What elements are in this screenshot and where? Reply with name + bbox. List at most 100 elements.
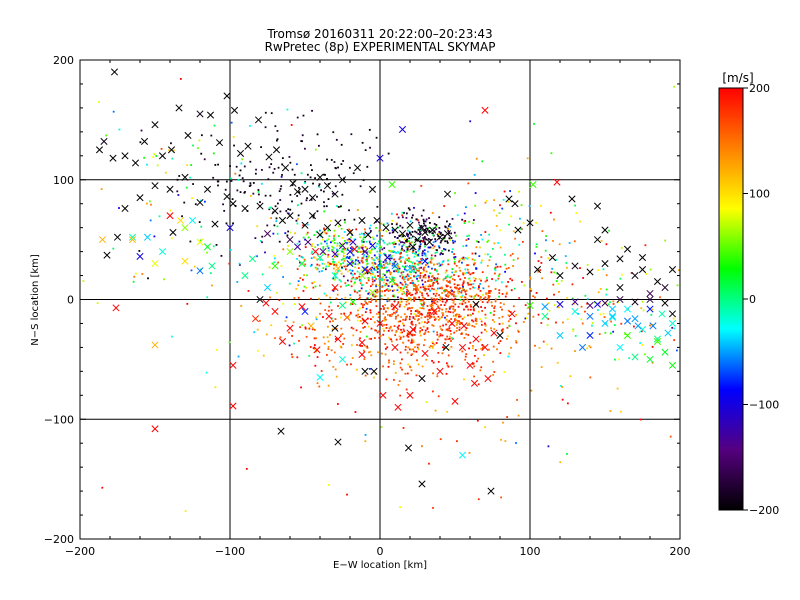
scatter-point-dot — [448, 348, 451, 351]
scatter-point-dot — [356, 291, 359, 294]
scatter-point-dot — [620, 410, 622, 413]
scatter-point-dot — [444, 288, 446, 291]
scatter-point-dot — [406, 247, 409, 250]
scatter-point-dot — [322, 190, 325, 193]
scatter-point-dot — [327, 253, 330, 256]
scatter-point-dot — [275, 139, 278, 142]
scatter-point-x — [289, 179, 297, 187]
scatter-point-dot — [505, 267, 508, 270]
scatter-point-dot — [98, 101, 100, 103]
scatter-point-dot — [640, 330, 643, 333]
scatter-point-dot — [479, 290, 482, 292]
scatter-point-dot — [382, 327, 385, 330]
scatter-point-dot — [153, 153, 156, 156]
scatter-point-dot — [402, 341, 405, 344]
scatter-point-dot — [493, 242, 496, 245]
scatter-point-dot — [148, 200, 151, 203]
scatter-point-dot — [493, 310, 496, 313]
scatter-point-dot — [382, 333, 385, 336]
scatter-point-dot — [452, 301, 455, 304]
scatter-point-dot — [415, 231, 418, 234]
scatter-point-dot — [402, 249, 404, 251]
scatter-point-dot — [673, 85, 676, 88]
scatter-point-dot — [460, 333, 463, 335]
scatter-point-dot — [391, 228, 394, 230]
scatter-point-dot — [346, 363, 348, 366]
colorbar-tick-label: −100 — [749, 399, 779, 412]
scatter-point-dot — [387, 329, 390, 332]
scatter-point-dot — [420, 321, 423, 324]
scatter-point-x — [406, 391, 414, 399]
scatter-point-dot — [473, 325, 476, 328]
scatter-point-dot — [437, 315, 440, 318]
scatter-point-dot — [389, 250, 392, 252]
scatter-point-dot — [556, 272, 559, 275]
scatter-point-dot — [448, 223, 451, 226]
scatter-point-dot — [434, 254, 437, 257]
scatter-point-x — [343, 313, 351, 322]
scatter-point-dot — [333, 235, 336, 237]
scatter-point-dot — [356, 319, 359, 322]
scatter-point-dot — [330, 248, 333, 251]
scatter-point-dot — [453, 260, 456, 263]
scatter-point-dot — [454, 271, 456, 274]
scatter-point-dot — [454, 256, 457, 258]
scatter-point-dot — [429, 315, 432, 318]
scatter-point-dot — [217, 180, 220, 183]
scatter-point-dot — [463, 316, 466, 319]
scatter-point-x — [262, 299, 270, 307]
scatter-point-dot — [620, 273, 623, 276]
scatter-point-dot — [550, 271, 553, 274]
scatter-point-x — [586, 268, 594, 276]
scatter-point-dot — [432, 308, 434, 311]
y-tick-label: −100 — [44, 413, 74, 426]
scatter-point-x — [608, 312, 617, 320]
scatter-point-dot — [489, 311, 492, 314]
scatter-point-dot — [418, 252, 421, 255]
scatter-point-dot — [628, 357, 631, 360]
scatter-point-dot — [410, 241, 413, 244]
scatter-point-dot — [274, 205, 277, 208]
scatter-point-dot — [492, 345, 495, 348]
scatter-point-x — [649, 322, 657, 330]
scatter-point-dot — [340, 280, 342, 283]
scatter-point-dot — [568, 242, 571, 244]
scatter-point-dot — [478, 255, 481, 258]
scatter-point-dot — [359, 296, 361, 299]
scatter-point-dot — [408, 302, 410, 305]
scatter-point-dot — [331, 262, 334, 265]
scatter-point-dot — [326, 245, 329, 248]
scatter-point-dot — [322, 247, 325, 250]
scatter-point-dot — [391, 285, 393, 288]
scatter-point-dot — [432, 257, 435, 260]
scatter-point-dot — [608, 229, 611, 232]
scatter-point-dot — [477, 241, 480, 243]
scatter-point-dot — [589, 346, 592, 349]
scatter-point-dot — [282, 248, 285, 251]
scatter-point-dot — [311, 328, 314, 331]
scatter-point-x — [443, 190, 452, 198]
scatter-point-dot — [341, 298, 343, 300]
scatter-point-dot — [432, 293, 435, 295]
scatter-point-dot — [399, 366, 402, 369]
scatter-point-dot — [372, 376, 375, 379]
scatter-point-dot — [474, 192, 477, 194]
scatter-point-dot — [462, 245, 465, 248]
scatter-point-x — [623, 331, 632, 339]
scatter-point-dot — [358, 250, 361, 253]
scatter-point-dot — [565, 262, 568, 264]
scatter-point-dot — [421, 365, 424, 368]
scatter-point-x — [593, 300, 602, 308]
scatter-point-dot — [409, 291, 411, 294]
scatter-point-dot — [494, 300, 497, 303]
scatter-point-dot — [401, 214, 404, 217]
scatter-point-dot — [446, 314, 449, 317]
scatter-point-dot — [316, 258, 319, 261]
scatter-point-x — [646, 295, 654, 304]
scatter-point-dot — [261, 273, 264, 276]
scatter-point-dot — [360, 302, 363, 305]
scatter-point-x — [394, 403, 402, 411]
scatter-point-dot — [414, 346, 416, 349]
scatter-point-dot — [529, 277, 532, 280]
scatter-point-dot — [444, 248, 447, 251]
